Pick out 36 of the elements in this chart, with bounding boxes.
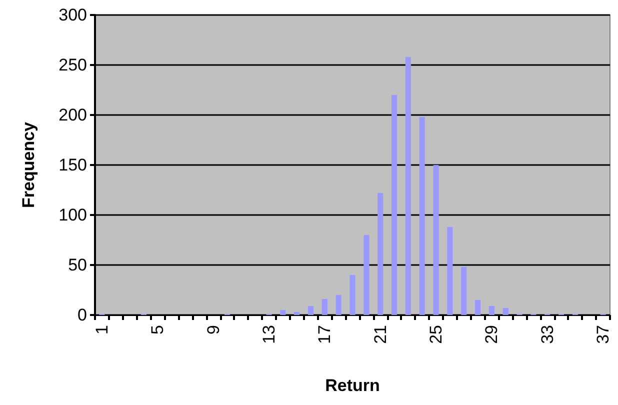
bar [336,295,342,315]
bar [294,312,300,315]
bar [474,300,481,315]
bar [308,306,314,315]
bar [405,57,411,315]
bar [378,193,384,315]
x-tick-label: 33 [538,325,557,344]
bar [447,227,453,315]
x-tick-label: 1 [92,325,112,334]
y-tick-label: 100 [58,206,87,224]
x-tick-label: 21 [370,325,390,344]
x-tick-label: 29 [482,325,502,344]
x-tick-label: 13 [259,325,278,344]
bar [419,117,425,315]
bar [391,95,398,315]
y-axis-title: Frequency [19,121,38,208]
y-tick-label: 0 [78,306,87,324]
x-tick-label: 5 [148,325,168,334]
y-tick-label: 200 [58,106,87,124]
bar [488,306,494,315]
bar [364,235,370,315]
bar [322,299,328,315]
bar [461,267,467,315]
x-tick-label: 37 [594,325,613,344]
x-tick-label: 9 [204,325,223,334]
bar [280,310,286,315]
bar [350,275,356,315]
x-tick-label: 17 [315,325,334,344]
y-tick-label: 50 [68,256,87,274]
x-axis-title: Return [325,376,380,395]
y-tick-label: 300 [58,6,87,24]
bar [502,308,508,315]
bar [433,165,439,315]
x-tick-label: 25 [426,325,446,344]
y-tick-label: 250 [58,56,87,74]
y-tick-label: 150 [58,156,87,174]
